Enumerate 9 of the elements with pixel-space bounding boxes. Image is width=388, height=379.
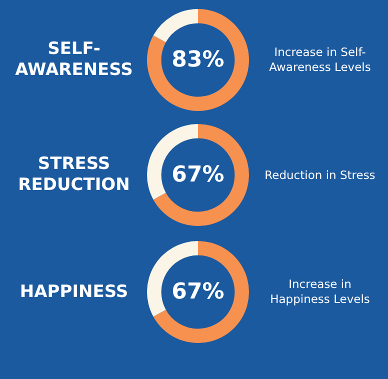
text: STRESS REDUCTION: [17, 153, 131, 197]
data-label: 83%: [172, 48, 224, 73]
text: HAPPINESS: [18, 280, 130, 304]
text: SELF-AWARENESS: [14, 38, 134, 82]
data-label: 67%: [172, 162, 224, 188]
text: Reduction in Stress: [264, 166, 376, 184]
text: Increase in Happiness Levels: [269, 276, 371, 308]
text: Increase in Self-Awareness Levels: [268, 44, 372, 76]
data-label: 67%: [172, 280, 224, 305]
